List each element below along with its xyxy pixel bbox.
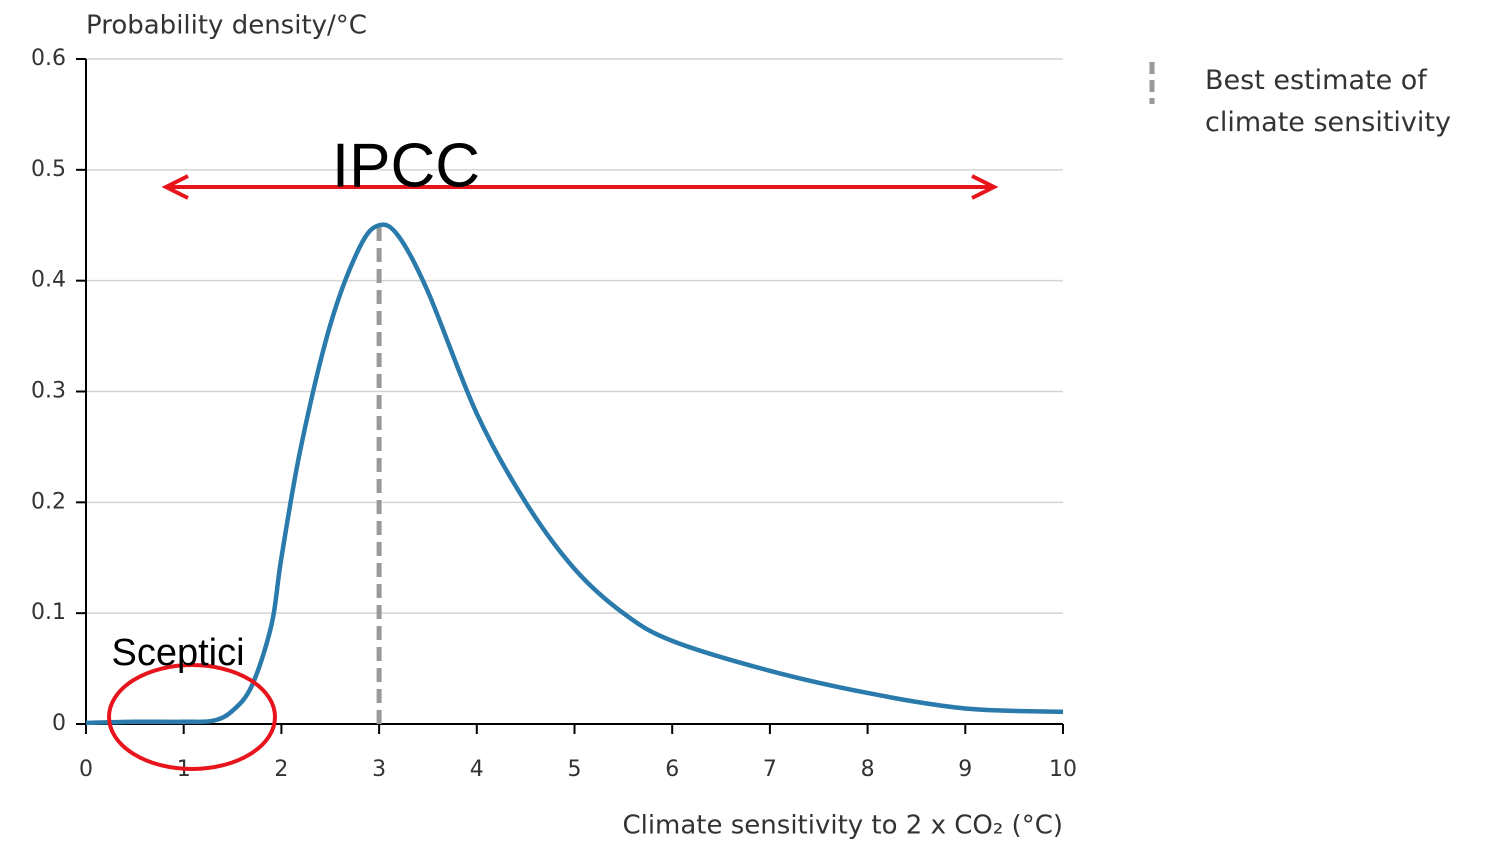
- x-tick-label: 10: [1049, 757, 1077, 782]
- x-tick-label: 5: [568, 757, 582, 782]
- x-tick-label: 9: [958, 757, 972, 782]
- line-series: [85, 222, 1064, 726]
- x-tick-label: 2: [274, 757, 288, 782]
- legend-label: Best estimate of climate sensitivity: [1205, 65, 1451, 138]
- y-tick-label: 0: [52, 711, 66, 736]
- legend: Best estimate of climate sensitivity: [1205, 65, 1451, 138]
- x-tick-label: 8: [861, 757, 875, 782]
- sceptici-ellipse: [107, 663, 277, 771]
- annotation: Sceptici: [111, 632, 244, 674]
- x-tick-label: 7: [763, 757, 777, 782]
- y-tick-label: 0.5: [31, 157, 66, 182]
- x-axis-label: Climate sensitivity to 2 x CO₂ (°C): [622, 811, 1063, 841]
- x-tick-label: 6: [665, 757, 679, 782]
- y-tick-label: 0.3: [31, 379, 66, 404]
- x-tick-label: 0: [79, 757, 93, 782]
- ipcc-arrow: [161, 174, 999, 200]
- y-axis-label: Probability density/°C: [86, 11, 367, 41]
- y-tick-label: 0.2: [31, 489, 66, 514]
- x-tick-label: 4: [470, 757, 484, 782]
- y-tick-label: 0.4: [31, 268, 66, 293]
- annotation: IPCC: [332, 131, 480, 200]
- x-tick-label: 3: [372, 757, 386, 782]
- y-tick-label: 0.1: [31, 600, 66, 625]
- y-tick-label: 0.6: [31, 46, 66, 71]
